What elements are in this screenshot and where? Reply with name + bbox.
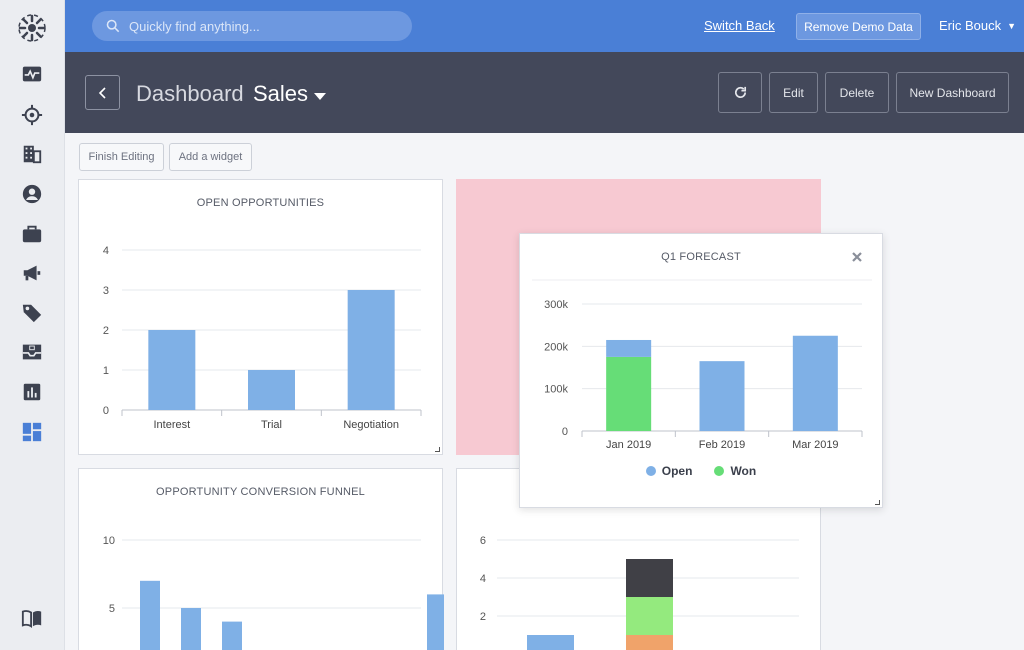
y-tick-label: 2 <box>480 611 486 623</box>
open-opportunities-widget[interactable]: OPEN OPPORTUNITIES 0 1 2 3 4 Interest Trial Neg… <box>78 179 443 455</box>
legend-dot-won <box>714 466 725 476</box>
dashboard-selector[interactable]: Sales <box>253 81 327 107</box>
target-icon[interactable] <box>20 103 44 127</box>
refresh-icon <box>734 86 746 98</box>
q1-forecast-widget[interactable]: Q1 FORECAST 0 100k 200k 300k Jan 2019 Feb 201… <box>519 233 883 508</box>
bar-won <box>606 356 652 431</box>
bar-negotiation <box>347 290 395 410</box>
resize-handle[interactable] <box>435 447 440 452</box>
finish-editing-button[interactable]: Finish Editing <box>79 143 164 171</box>
y-tick-label: 200k <box>544 341 568 353</box>
bar <box>222 621 242 650</box>
dashboard-icon[interactable] <box>20 420 44 444</box>
page-title: Dashboard <box>136 81 244 106</box>
conversion-funnel-chart: 5 10 <box>103 535 444 650</box>
search-box[interactable] <box>92 11 412 41</box>
y-tick-label: 5 <box>109 603 115 615</box>
bar-open <box>792 335 838 431</box>
bar-segment <box>626 635 673 650</box>
briefcase-icon[interactable] <box>20 222 44 246</box>
search-icon <box>106 19 120 33</box>
bar <box>140 580 160 650</box>
x-tick-label: Negotiation <box>343 419 399 431</box>
y-tick-label: 4 <box>480 573 486 585</box>
user-circle-icon[interactable] <box>20 182 44 206</box>
tag-icon[interactable] <box>20 301 44 325</box>
conversion-funnel-widget[interactable]: OPPORTUNITY CONVERSION FUNNEL 5 10 <box>78 468 444 650</box>
bar <box>181 608 201 650</box>
back-button[interactable] <box>85 75 120 110</box>
y-tick-label: 0 <box>562 426 568 438</box>
bar-segment <box>626 559 673 597</box>
bar-chart-icon[interactable] <box>20 380 44 404</box>
inbox-icon[interactable] <box>20 340 44 364</box>
switch-back-link[interactable]: Switch Back <box>704 18 775 33</box>
y-tick-label: 100k <box>544 384 568 396</box>
top-bar: Switch Back Remove Demo Data Eric Bouck … <box>65 0 1024 52</box>
chart-legend: Open Won <box>520 464 882 478</box>
close-icon[interactable] <box>850 250 864 264</box>
x-tick-label: Trial <box>261 419 282 431</box>
book-icon[interactable] <box>20 606 44 630</box>
user-menu[interactable]: Eric Bouck ▼ <box>939 18 1016 33</box>
bar-interest <box>148 330 196 410</box>
q1-forecast-chart: 0 100k 200k 300k Jan 2019 Feb 2019 Mar 2019 <box>532 279 872 451</box>
search-input[interactable] <box>129 18 389 34</box>
widget-title: OPEN OPPORTUNITIES <box>196 197 325 209</box>
x-tick-label: Mar 2019 <box>792 439 838 451</box>
y-tick-label: 1 <box>103 365 109 377</box>
refresh-button[interactable] <box>718 72 762 113</box>
delete-button[interactable]: Delete <box>825 72 889 113</box>
x-tick-label: Interest <box>153 419 190 431</box>
building-icon[interactable] <box>20 142 44 166</box>
widget-title: Q1 FORECAST <box>661 251 741 263</box>
y-tick-label: 4 <box>103 245 109 257</box>
activity-icon[interactable] <box>20 62 44 86</box>
resize-handle[interactable] <box>875 500 880 505</box>
bar-segment <box>626 597 673 635</box>
edit-button[interactable]: Edit <box>769 72 818 113</box>
bar-open <box>606 339 652 357</box>
widget-title: OPPORTUNITY CONVERSION FUNNEL <box>156 486 365 498</box>
logo-icon[interactable] <box>16 12 48 44</box>
bar-trial <box>248 370 295 410</box>
open-opportunities-chart: 0 1 2 3 4 Interest Trial Negotiation <box>103 245 422 431</box>
megaphone-icon[interactable] <box>20 261 44 285</box>
y-tick-label: 2 <box>103 325 109 337</box>
legend-dot-open <box>645 466 656 476</box>
y-tick-label: 10 <box>103 535 115 547</box>
dashboard-name: Sales <box>253 81 309 106</box>
x-tick-label: Jan 2019 <box>606 439 651 451</box>
bar-open <box>699 361 745 431</box>
dashboard-header: Dashboard Sales Edit Delete New Dashboar… <box>65 52 1024 133</box>
caret-down-icon <box>314 92 327 100</box>
y-tick-label: 3 <box>103 285 109 297</box>
legend-item-won[interactable]: Won <box>714 464 756 478</box>
new-dashboard-button[interactable]: New Dashboard <box>896 72 1009 113</box>
chevron-left-icon <box>98 86 106 99</box>
stacked-bar-chart: 2 4 6 <box>480 535 799 650</box>
legend-label-won: Won <box>730 464 757 478</box>
user-name: Eric Bouck <box>939 18 1002 33</box>
remove-demo-data-button[interactable]: Remove Demo Data <box>796 13 921 40</box>
bar-segment <box>527 635 574 650</box>
legend-item-open[interactable]: Open <box>645 464 693 478</box>
x-tick-label: Feb 2019 <box>699 439 745 451</box>
add-widget-button[interactable]: Add a widget <box>169 143 252 171</box>
chevron-down-icon: ▼ <box>1007 20 1017 31</box>
legend-label-open: Open <box>661 464 693 478</box>
sidebar <box>0 0 65 650</box>
bar <box>427 594 444 650</box>
y-tick-label: 300k <box>544 299 568 311</box>
y-tick-label: 0 <box>103 405 109 417</box>
y-tick-label: 6 <box>480 535 486 547</box>
